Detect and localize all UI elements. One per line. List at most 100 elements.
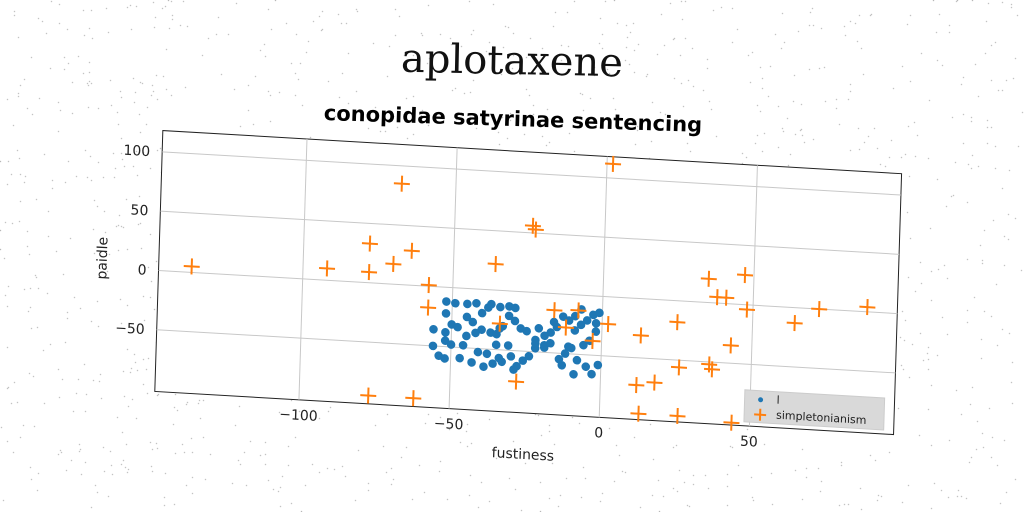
scatter-plus <box>361 264 378 281</box>
scatter-dot <box>582 316 592 325</box>
scatter-plus <box>786 315 803 332</box>
scatter-plus <box>600 315 617 333</box>
scatter-dot <box>442 297 451 306</box>
x-gridline <box>448 147 458 409</box>
scatter-plus <box>487 255 504 273</box>
scatter-plus <box>646 374 663 391</box>
scatter-dot <box>560 349 570 358</box>
scatter-plus <box>319 260 336 277</box>
x-gridline <box>298 138 308 400</box>
scatter-plus <box>700 270 717 287</box>
scatter-dot <box>429 324 438 334</box>
scatter-dot <box>479 362 488 371</box>
y-gridline <box>160 210 900 255</box>
scatter-plus <box>508 373 525 390</box>
scatter-plus <box>524 217 541 234</box>
scatter-plus <box>557 319 574 336</box>
scatter-dot <box>477 308 487 318</box>
scatter-plus <box>491 315 508 332</box>
scatter-plus <box>811 300 828 318</box>
scatter-dot <box>497 357 506 367</box>
scatter-dot <box>531 339 540 348</box>
scatter-dot <box>428 341 438 351</box>
scatter-plus <box>420 299 437 316</box>
scatter-plus <box>722 337 739 354</box>
scatter-dot <box>522 326 531 336</box>
y-axis-label: paidle <box>94 236 111 280</box>
scatter-plus <box>738 301 755 318</box>
scatter-dot <box>504 311 514 321</box>
scatter-dot <box>595 308 604 318</box>
scatter-plus <box>385 255 402 273</box>
y-tick-label: 50 <box>130 202 148 219</box>
scatter-plus <box>584 332 601 350</box>
tick-labels: −100 −50 0 50 100 50 0 −50 <box>115 143 758 451</box>
scatter-dot <box>458 340 468 350</box>
y-tick-label: 100 <box>123 143 150 161</box>
y-tick-label: −50 <box>115 320 145 338</box>
x-tick-label: −50 <box>434 416 464 434</box>
scatter-plus <box>723 414 740 431</box>
scatter-dot <box>576 320 586 330</box>
x-tick-label: 0 <box>594 425 603 442</box>
scatter-plus <box>527 221 544 238</box>
scatter-plus <box>405 390 422 407</box>
scatter-dot <box>524 351 534 361</box>
grid <box>156 138 901 427</box>
scatter-dot <box>540 331 549 341</box>
scatter-plus <box>360 387 377 404</box>
scatter-dot <box>587 369 596 379</box>
x-gridline <box>748 165 758 427</box>
legend: l simpletonianism <box>743 389 886 431</box>
scatter-dot <box>539 343 549 352</box>
scatter-plus <box>605 155 622 173</box>
scatter-dot <box>472 298 481 308</box>
scatter-dot <box>482 349 492 359</box>
scatter-plus <box>630 405 647 422</box>
scatter-dot <box>549 317 559 327</box>
scatter-dot <box>572 355 582 365</box>
scatter-plus <box>632 327 649 344</box>
scatter-plus <box>628 377 645 394</box>
scatter-dot <box>441 309 451 318</box>
scatter-dot <box>569 369 578 379</box>
scatter-dot <box>546 338 555 348</box>
scatter-dot <box>467 358 476 367</box>
legend-label-series-1: l <box>776 394 779 407</box>
y-gridline <box>162 151 901 196</box>
legend-plus-marker <box>754 408 767 421</box>
legend-label-series-2: simpletonianism <box>776 409 867 427</box>
scatter-dot <box>440 354 449 363</box>
legend-dot-marker <box>758 397 764 403</box>
scatter-dot <box>451 298 460 308</box>
scatter-dot <box>593 360 603 370</box>
scatter-plus <box>570 302 587 319</box>
scatter-dot <box>491 340 501 350</box>
scatter-plus <box>403 242 420 259</box>
x-tick-label: 50 <box>740 434 758 451</box>
scatter-plus <box>669 314 686 331</box>
scatter-plus <box>420 277 437 294</box>
scatter-dot <box>446 340 456 349</box>
scatter-dot <box>462 312 472 322</box>
x-tick-label: −100 <box>279 407 318 425</box>
scatter-dot <box>506 352 516 361</box>
scatter-dot <box>591 319 601 328</box>
scatter-plus <box>859 299 876 316</box>
scatter-dot <box>487 299 496 309</box>
scatter-dot <box>462 331 471 341</box>
legend-box <box>743 389 886 431</box>
chart-title: conopidae satyrinae sentencing <box>324 101 703 137</box>
scatter-dot <box>518 356 528 365</box>
scatter-dot <box>463 299 472 309</box>
scatter-dot <box>564 342 573 351</box>
scatter-dot <box>534 324 544 333</box>
scatter-plus <box>718 289 735 306</box>
scatter-plus <box>546 302 563 319</box>
scatter-dot <box>455 353 464 363</box>
scatter-plus <box>183 258 200 275</box>
x-axis-label: fustiness <box>491 445 554 465</box>
scatter-dot <box>579 340 588 350</box>
scatter-dot <box>468 317 478 327</box>
scatter-dot <box>581 362 591 371</box>
